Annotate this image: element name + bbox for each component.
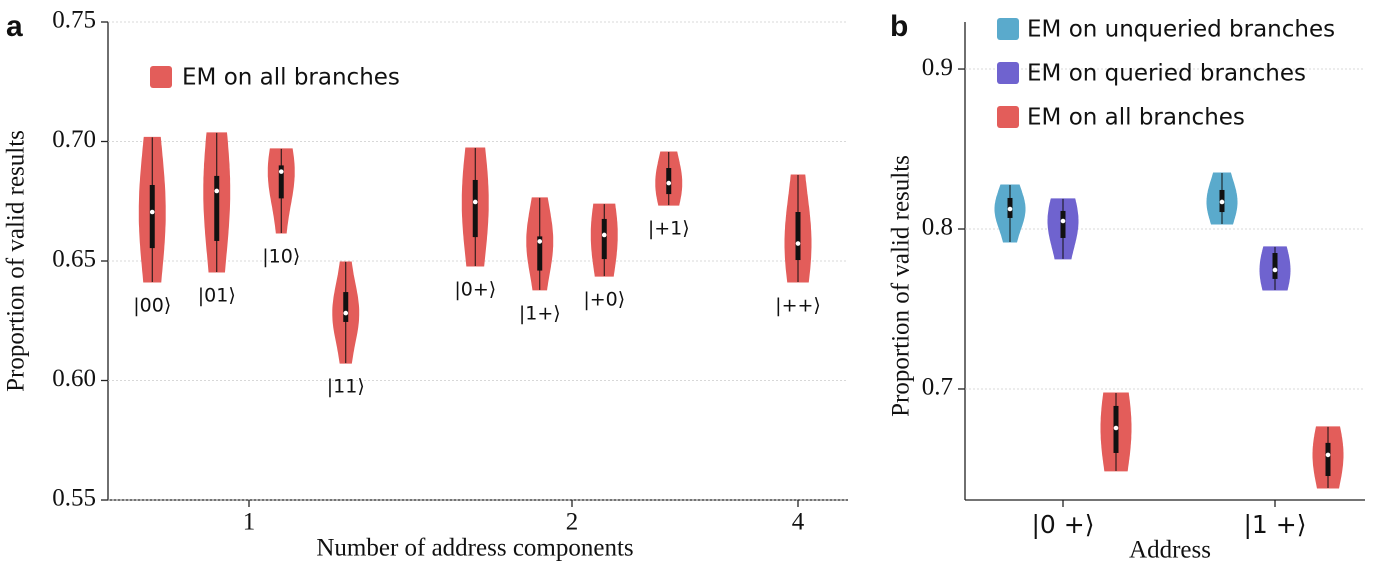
y-tick-label: 0.60: [52, 365, 96, 392]
iqr-box: [537, 236, 543, 271]
iqr-box: [472, 179, 478, 238]
median: [666, 180, 672, 186]
legend-swatch: [150, 66, 172, 88]
legend-label: EM on all branches: [182, 65, 400, 91]
median: [1325, 452, 1331, 458]
iqr-box: [1060, 210, 1066, 238]
violin-label: |11⟩: [327, 376, 365, 398]
violin-label: |+0⟩: [583, 289, 625, 311]
x-tick-label: |0 +⟩: [1032, 510, 1095, 539]
iqr-box: [1272, 253, 1278, 279]
legend-label: EM on unqueried branches: [1027, 17, 1335, 43]
iqr-box: [343, 292, 349, 322]
iqr-box: [1325, 442, 1331, 477]
x-axis-label: Number of address components: [316, 535, 633, 562]
x-axis-label: Address: [1129, 537, 1211, 564]
x-tick-label: 4: [792, 509, 805, 536]
median: [214, 188, 220, 194]
violin-label: |00⟩: [133, 295, 171, 317]
y-axis-label: Proportion of valid results: [888, 155, 915, 417]
panel-label: a: [6, 10, 23, 43]
median: [601, 232, 607, 238]
x-tick-label: 2: [566, 509, 579, 536]
median: [1113, 425, 1119, 431]
median: [1060, 218, 1066, 224]
x-tick-label: 1: [243, 509, 256, 536]
y-tick-label: 0.7: [922, 374, 953, 401]
y-tick-label: 0.8: [922, 214, 953, 241]
median: [795, 241, 801, 246]
median: [472, 199, 478, 205]
iqr-box: [278, 165, 284, 199]
violin-label: |0+⟩: [454, 279, 496, 301]
median: [537, 239, 543, 244]
legend-swatch: [997, 106, 1019, 128]
median: [149, 209, 155, 215]
y-tick-label: 0.70: [52, 126, 96, 153]
y-tick-label: 0.9: [922, 54, 953, 81]
median: [278, 169, 284, 174]
violin-label: |+1⟩: [648, 218, 690, 240]
violin-label: |10⟩: [262, 246, 300, 268]
y-axis-label: Proportion of valid results: [3, 130, 30, 392]
y-tick-label: 0.65: [52, 246, 96, 273]
y-tick-label: 0.75: [52, 7, 96, 34]
median: [343, 310, 349, 316]
y-tick-label: 0.55: [52, 485, 96, 512]
iqr-box: [601, 218, 607, 260]
panel-label: b: [890, 10, 908, 43]
legend-label: EM on queried branches: [1027, 61, 1306, 87]
iqr-box: [214, 175, 220, 241]
median: [1219, 199, 1225, 205]
legend-swatch: [997, 62, 1019, 84]
median: [1007, 206, 1013, 212]
legend-swatch: [997, 18, 1019, 40]
iqr-box: [149, 184, 155, 249]
violin-label: |01⟩: [198, 284, 236, 306]
median: [1272, 267, 1278, 273]
x-tick-label: |1 +⟩: [1244, 510, 1307, 539]
legend-label: EM on all branches: [1027, 105, 1245, 131]
violin-label: |1+⟩: [519, 302, 561, 324]
violin-label: |++⟩: [775, 295, 821, 317]
iqr-box: [795, 212, 801, 261]
